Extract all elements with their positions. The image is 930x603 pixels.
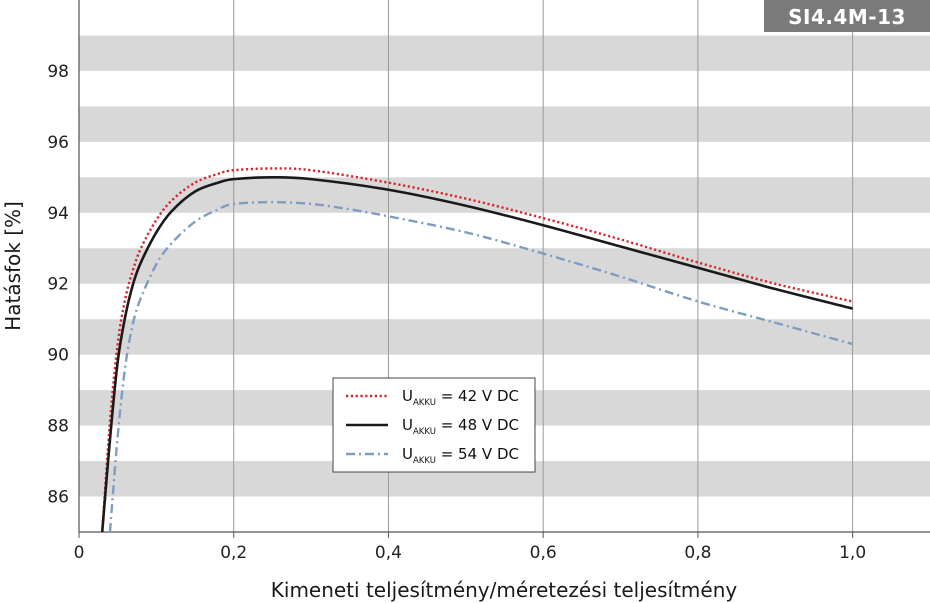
series-line-1: [101, 167, 853, 532]
y-tick-label: 90: [47, 346, 69, 366]
y-tick-label: 88: [47, 417, 69, 437]
legend-label-2: UAKKU = 48 V DC: [402, 416, 519, 437]
legend-label-3: UAKKU = 54 V DC: [402, 445, 519, 466]
badge: SI4.4M-13: [764, 0, 930, 32]
grid-band: [79, 319, 930, 355]
y-tick-label: 92: [47, 275, 69, 295]
series-line-2: [100, 176, 853, 532]
y-tick-label: 96: [47, 133, 69, 153]
x-tick-label: 0,2: [220, 543, 247, 563]
badge-label: SI4.4M-13: [788, 5, 906, 29]
x-tick-label: 0: [74, 543, 85, 563]
y-tick-label: 98: [47, 62, 69, 82]
series-line-3: [108, 200, 853, 532]
legend-label-1: UAKKU = 42 V DC: [402, 387, 519, 408]
x-tick-labels: 0 0,2 0,4 0,6 0,8 1,0: [74, 532, 866, 563]
x-tick-label: 0,4: [375, 543, 402, 563]
y-tick-label: 94: [47, 204, 69, 224]
y-tick-label: 86: [47, 488, 69, 508]
badge-background: [764, 0, 930, 32]
x-tick-label: 0,8: [684, 543, 711, 563]
grid-band: [79, 106, 930, 142]
y-tick-labels: 86 88 90 92 94 96 98: [47, 62, 69, 508]
y-axis-title: Hatásfok [%]: [1, 201, 25, 331]
legend: UAKKU = 42 V DC UAKKU = 48 V DC UAKKU = 54…: [332, 377, 536, 473]
series-lines: [100, 167, 853, 532]
x-axis-title: Kimeneti teljesítmény/méretezési teljesí…: [271, 578, 738, 602]
grid-band: [79, 248, 930, 284]
x-tick-label: 0,6: [530, 543, 557, 563]
plot-frame: [78, 0, 930, 533]
grid-band: [79, 35, 930, 71]
x-tick-label: 1,0: [839, 543, 866, 563]
grid-band: [79, 177, 930, 213]
